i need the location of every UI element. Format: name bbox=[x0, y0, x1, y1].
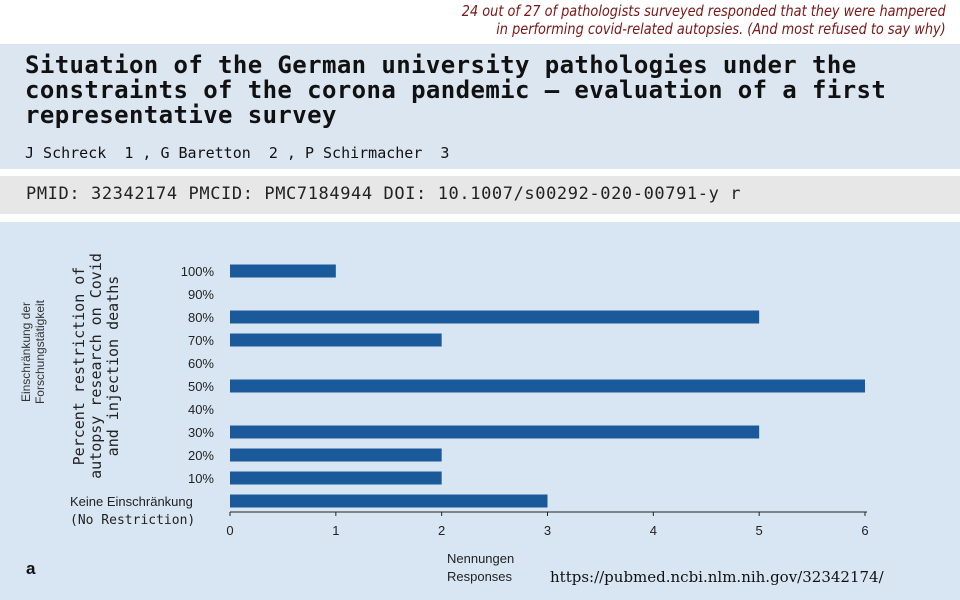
x-tick-label-3: 3 bbox=[544, 523, 551, 538]
x-tick-label-2: 2 bbox=[438, 523, 445, 538]
bar-3 bbox=[230, 310, 760, 324]
chart-panel bbox=[0, 222, 960, 600]
x-axis-label-english: Responses bbox=[447, 569, 513, 584]
bar-9 bbox=[230, 448, 442, 462]
bar-8 bbox=[230, 425, 760, 439]
category-label-2: 90% bbox=[188, 287, 214, 302]
x-tick-label-4: 4 bbox=[650, 523, 657, 538]
bar-11 bbox=[230, 494, 548, 508]
category-label-4: 70% bbox=[188, 333, 214, 348]
identifier-bar bbox=[0, 176, 960, 214]
category-label-1: 100% bbox=[181, 264, 215, 279]
x-axis-label: Nennungen bbox=[447, 551, 514, 566]
category-label-11: Keine Einschränkung bbox=[70, 494, 193, 509]
y-axis-label-english: Percent restriction ofautopsy research o… bbox=[70, 253, 122, 479]
category-label-3: 80% bbox=[188, 310, 214, 325]
panel-letter: a bbox=[26, 559, 36, 578]
category-label-6: 50% bbox=[188, 379, 214, 394]
bar-6 bbox=[230, 379, 865, 393]
annotation-note: 24 out of 27 of pathologists surveyed re… bbox=[462, 2, 946, 38]
annotation-line-2: in performing covid-related autopsies. (… bbox=[496, 20, 946, 38]
category-label-9: 20% bbox=[188, 448, 214, 463]
bar-1 bbox=[230, 264, 336, 278]
annotation-line-1: 24 out of 27 of pathologists surveyed re… bbox=[462, 2, 946, 20]
bar-4 bbox=[230, 333, 442, 347]
x-tick-label-1: 1 bbox=[332, 523, 339, 538]
category-label-7: 40% bbox=[188, 402, 214, 417]
y-axis-label: Einschränkung derForschungstätigkeit bbox=[19, 299, 47, 404]
category-label-5: 60% bbox=[188, 356, 214, 371]
y-axis-label-group: Einschränkung derForschungstätigkeit bbox=[19, 299, 47, 404]
bar-10 bbox=[230, 471, 442, 485]
paper-title: Situation of the German university patho… bbox=[25, 51, 887, 129]
paper-header bbox=[0, 44, 960, 169]
category-sublabel-11: (No Restriction) bbox=[70, 513, 195, 528]
x-tick-label-5: 5 bbox=[756, 523, 763, 538]
paper-authors: J Schreck 1 , G Baretton 2 , P Schirmach… bbox=[25, 144, 450, 162]
paper-identifiers[interactable]: PMID: 32342174 PMCID: PMC7184944 DOI: 10… bbox=[26, 184, 742, 204]
category-label-8: 30% bbox=[188, 425, 214, 440]
y-axis-label-english-group: Percent restriction ofautopsy research o… bbox=[70, 253, 122, 479]
source-url[interactable]: https://pubmed.ncbi.nlm.nih.gov/32342174… bbox=[550, 568, 884, 586]
x-tick-label-0: 0 bbox=[226, 523, 233, 538]
x-tick-label-6: 6 bbox=[861, 523, 868, 538]
category-label-10: 10% bbox=[188, 471, 214, 486]
bar-chart: 100% 90% 80% 70% 60% 50% 40% 30% 20% 10% Keine Ein… bbox=[19, 253, 869, 584]
